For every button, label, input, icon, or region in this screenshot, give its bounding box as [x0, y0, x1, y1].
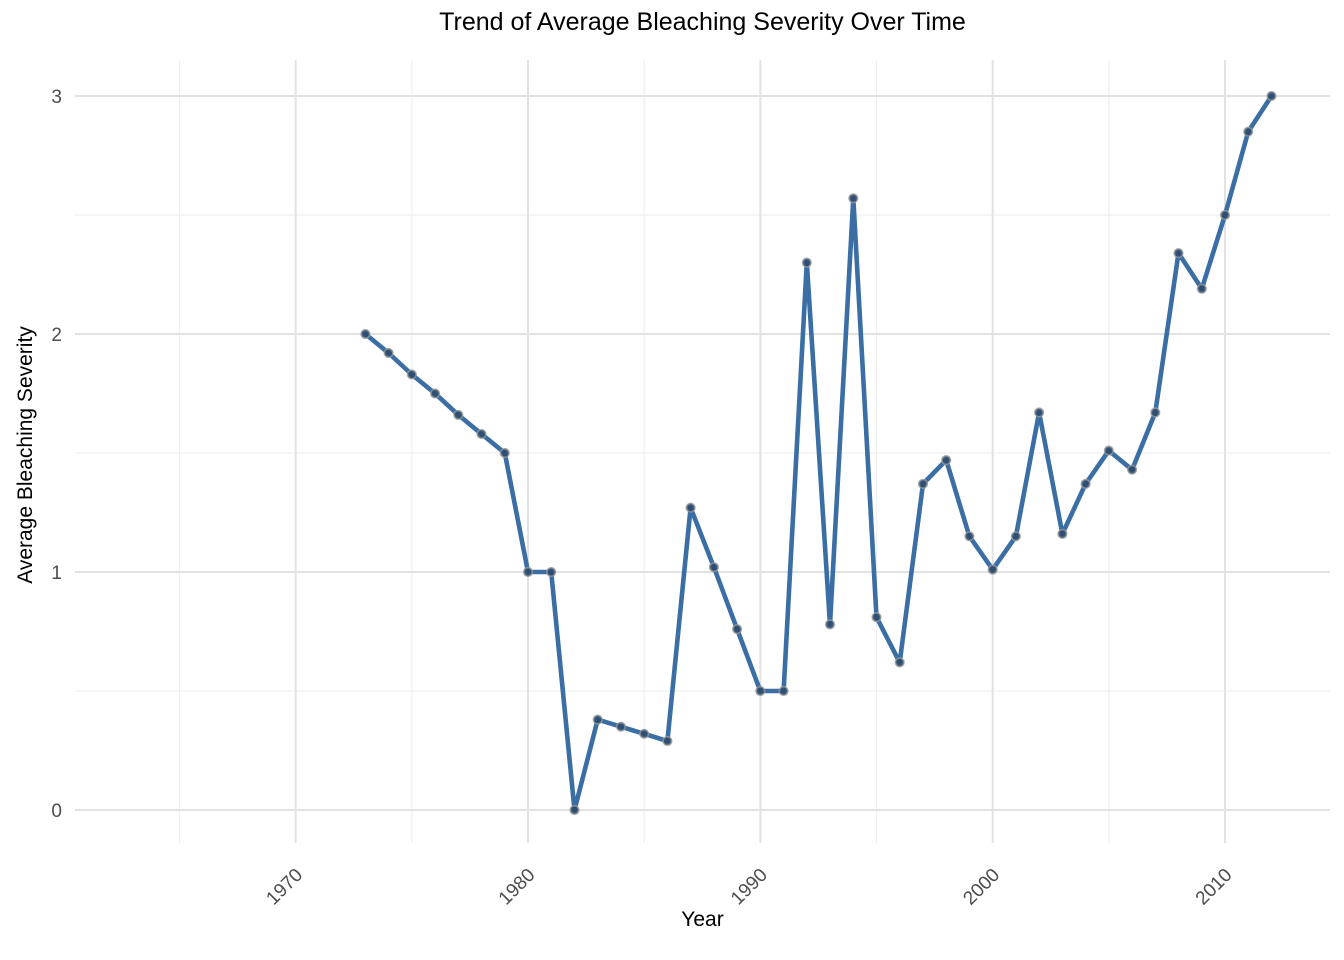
- y-tick-label: 3: [51, 87, 62, 108]
- y-tick-label: 1: [51, 563, 62, 584]
- x-tick-label: 1970: [262, 865, 307, 910]
- y-tick-label: 2: [51, 325, 62, 346]
- x-axis-title: Year: [681, 908, 724, 931]
- data-point: [731, 623, 743, 635]
- data-point: [801, 257, 812, 268]
- x-tick-label: 2000: [959, 865, 1004, 910]
- data-point: [1150, 407, 1161, 418]
- data-point: [639, 728, 650, 739]
- x-tick-label: 1980: [495, 865, 540, 910]
- data-point: [406, 369, 417, 380]
- x-tick-label: 2010: [1192, 865, 1237, 910]
- data-point: [522, 566, 534, 578]
- data-point: [1033, 407, 1045, 418]
- data-point: [894, 657, 905, 668]
- y-axis-title: Average Bleaching Severity: [14, 326, 37, 584]
- data-point: [592, 714, 603, 725]
- data-point: [871, 612, 882, 623]
- data-point: [476, 428, 487, 440]
- data-point: [360, 328, 371, 340]
- data-point: [1173, 248, 1184, 259]
- data-point: [1080, 478, 1091, 490]
- data-point: [383, 347, 394, 359]
- data-point: [1057, 528, 1068, 540]
- data-point: [1266, 90, 1277, 102]
- data-point: [662, 735, 673, 747]
- data-point: [1126, 464, 1138, 475]
- data-point: [964, 531, 975, 542]
- data-point: [987, 564, 998, 575]
- data-point: [430, 388, 441, 399]
- data-point: [569, 804, 580, 816]
- x-tick-label: 1990: [727, 865, 772, 910]
- chart-title: Trend of Average Bleaching Severity Over…: [439, 8, 966, 36]
- trend-line: [363, 93, 1274, 813]
- data-point: [778, 685, 789, 697]
- data-point: [1010, 531, 1022, 542]
- data-point: [1103, 445, 1114, 456]
- data-point: [848, 193, 859, 204]
- data-point: [1243, 126, 1254, 137]
- data-point: [499, 447, 510, 459]
- data-point: [1196, 283, 1207, 294]
- data-point: [941, 455, 952, 466]
- y-tick-label: 0: [51, 801, 62, 822]
- data-point: [615, 721, 627, 732]
- data-point: [755, 685, 766, 697]
- data-point: [824, 619, 836, 630]
- data-point: [1219, 209, 1231, 221]
- data-point: [917, 478, 929, 490]
- data-point: [546, 566, 557, 578]
- data-point: [685, 502, 696, 513]
- data-point: [453, 409, 464, 421]
- data-point: [708, 562, 720, 573]
